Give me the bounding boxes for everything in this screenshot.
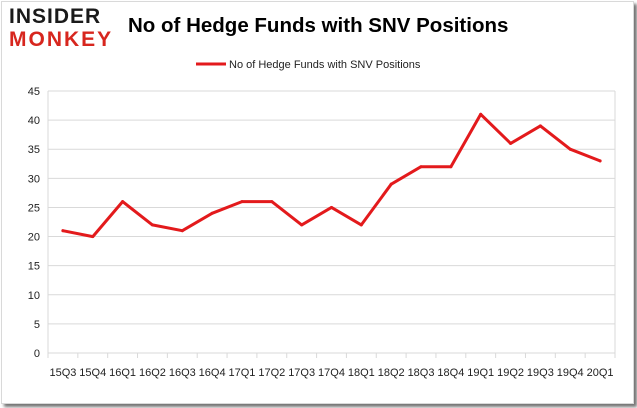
data-point-17Q3: [300, 223, 304, 227]
x-tick-label: 15Q4: [79, 367, 106, 379]
logo-line-1: INSIDER: [9, 5, 102, 28]
data-point-19Q3: [538, 124, 542, 128]
x-tick-label: 18Q1: [348, 367, 375, 379]
y-tick-label: 10: [28, 290, 40, 302]
data-point-18Q1: [359, 223, 363, 227]
x-tick-label: 17Q3: [288, 367, 315, 379]
data-point-19Q4: [568, 147, 572, 151]
data-point-16Q4: [210, 211, 214, 215]
data-point-19Q2: [509, 141, 513, 145]
x-tick-label: 17Q1: [229, 367, 256, 379]
chart-title: No of Hedge Funds with SNV Positions: [128, 14, 509, 37]
y-tick-label: 0: [34, 348, 40, 360]
x-tick-label: 19Q1: [467, 367, 494, 379]
y-tick-label: 5: [34, 319, 40, 331]
series-layer: [61, 112, 602, 239]
logo-line-2: MONKEY: [9, 28, 114, 51]
data-point-16Q2: [150, 223, 154, 227]
x-tick-label: 18Q4: [437, 367, 464, 379]
x-tick-label: 17Q4: [318, 367, 345, 379]
data-point-18Q4: [449, 165, 453, 169]
data-point-17Q1: [240, 200, 244, 204]
x-tick-label: 17Q2: [258, 367, 285, 379]
x-tick-label: 16Q1: [109, 367, 136, 379]
data-point-15Q4: [91, 235, 95, 239]
x-tick-label: 19Q2: [497, 367, 524, 379]
data-point-17Q2: [270, 200, 274, 204]
data-point-18Q3: [419, 165, 423, 169]
data-point-15Q3: [61, 229, 65, 233]
y-tick-label: 25: [28, 202, 40, 214]
x-tick-label: 18Q2: [378, 367, 405, 379]
y-tick-label: 45: [28, 86, 40, 98]
y-axis-ticks: 0 5 10 15 20 25 30 35 40 45: [28, 86, 40, 360]
x-tick-label: 16Q3: [169, 367, 196, 379]
y-tick-label: 40: [28, 115, 40, 127]
x-tick-label: 16Q4: [199, 367, 226, 379]
data-point-18Q2: [389, 182, 393, 186]
x-tick-label: 19Q3: [527, 367, 554, 379]
grid-lines: [47, 90, 616, 354]
x-tick-label: 15Q3: [49, 367, 76, 379]
series-line-0: [61, 112, 602, 239]
data-point-16Q1: [121, 200, 125, 204]
insider-monkey-logo: INSIDER MONKEY: [9, 5, 111, 52]
legend-label: No of Hedge Funds with SNV Positions: [229, 59, 421, 71]
y-tick-label: 20: [28, 232, 40, 244]
data-point-20Q1: [598, 159, 602, 163]
x-tick-label: 16Q2: [139, 367, 166, 379]
data-point-19Q1: [479, 112, 483, 116]
data-point-16Q3: [180, 229, 184, 233]
legend: No of Hedge Funds with SNV Positions: [196, 59, 421, 71]
x-tick-label: 20Q1: [587, 367, 614, 379]
x-axis-ticks: 15Q3 15Q4 16Q1 16Q2 16Q3 16Q4 17Q1 17Q2 17Q3 17Q4…: [47, 353, 616, 379]
data-point-17Q4: [330, 205, 333, 209]
y-tick-label: 15: [28, 261, 40, 273]
x-tick-label: 19Q4: [557, 367, 584, 379]
y-tick-label: 30: [28, 173, 40, 185]
y-tick-label: 35: [28, 144, 40, 156]
x-tick-label: 18Q3: [408, 367, 435, 379]
